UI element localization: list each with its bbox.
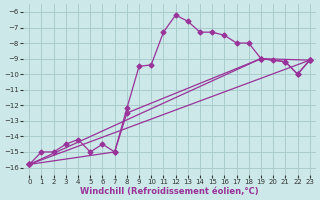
X-axis label: Windchill (Refroidissement éolien,°C): Windchill (Refroidissement éolien,°C) bbox=[80, 187, 259, 196]
